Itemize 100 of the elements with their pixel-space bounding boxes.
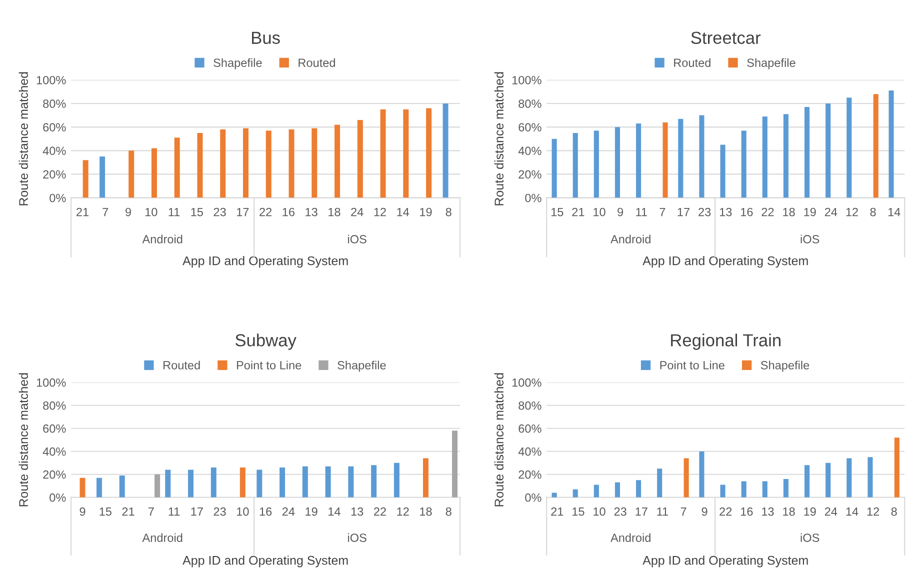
- chart-title: Regional Train: [671, 334, 780, 350]
- bar: [868, 457, 873, 498]
- x-tick-label: 17: [678, 208, 690, 216]
- bar: [325, 466, 331, 498]
- x-tick-label: 22: [762, 208, 774, 216]
- x-tick-label: 10: [237, 507, 249, 516]
- bar: [197, 132, 203, 198]
- x-tick-label: 7: [660, 208, 666, 216]
- bar: [762, 481, 768, 498]
- bar: [220, 129, 226, 198]
- x-axis-title: App ID and Operating System: [642, 256, 808, 268]
- x-tick-label: 14: [846, 508, 858, 516]
- legend-label: Point to Line: [236, 360, 302, 370]
- text: iOS: [348, 533, 366, 542]
- bar: [100, 156, 106, 198]
- x-tick-label: 14: [888, 208, 900, 216]
- x-tick-label: 15: [100, 508, 112, 516]
- bar: [422, 458, 428, 498]
- bar: [636, 480, 642, 498]
- y-tick-label: 40%: [42, 447, 66, 456]
- chart-title: Subway: [235, 334, 296, 350]
- text: Android: [142, 234, 182, 244]
- legend-label: Shapefile: [214, 58, 262, 70]
- x-tick-label: 9: [618, 208, 624, 216]
- x-tick-label: 21: [76, 208, 88, 216]
- x-tick-label: 7: [680, 508, 686, 516]
- bar: [174, 138, 180, 198]
- x-tick-label: 22: [260, 208, 272, 216]
- x-tick-label: 11: [636, 208, 647, 216]
- x-tick-label: 10: [594, 208, 606, 216]
- y-tick-label: 0%: [525, 194, 542, 202]
- bar: [873, 94, 878, 198]
- x-tick-label: 15: [551, 208, 564, 216]
- x-tick-label: 12: [867, 507, 880, 516]
- x-tick-label: 15: [191, 208, 203, 216]
- bar: [210, 467, 216, 498]
- bar: [82, 160, 88, 198]
- bar: [826, 462, 831, 498]
- x-tick-label: 23: [214, 507, 226, 516]
- x-tick-label: 12: [397, 507, 409, 516]
- x-tick-label: 21: [551, 507, 564, 516]
- bar: [636, 124, 642, 198]
- x-tick-label: 24: [351, 208, 364, 216]
- legend-label: Routed: [298, 58, 336, 67]
- y-tick-label: 0%: [525, 493, 542, 502]
- y-tick-label: 60%: [518, 123, 542, 132]
- bar: [572, 489, 578, 498]
- y-tick-label: 20%: [43, 170, 66, 179]
- x-tick-label: 16: [741, 208, 753, 216]
- x-tick-label: 8: [446, 507, 452, 516]
- x-tick-label: 19: [420, 208, 432, 216]
- legend-label: Shapefile: [338, 360, 386, 372]
- bar: [119, 476, 125, 498]
- y-tick-label: 0%: [50, 493, 66, 502]
- bar: [128, 150, 134, 198]
- x-tick-label: 17: [237, 208, 249, 216]
- bar: [572, 132, 578, 198]
- bar: [288, 129, 294, 198]
- x-tick-label: 15: [572, 508, 584, 516]
- bar: [442, 104, 448, 198]
- bar: [552, 138, 557, 198]
- x-tick-label: 23: [698, 208, 711, 216]
- legend-label: Shapefile: [760, 360, 810, 372]
- x-tick-label: 10: [145, 208, 158, 216]
- x-axis-title: App ID and Operating System: [182, 256, 348, 268]
- x-tick-label: 11: [168, 508, 180, 516]
- y-tick-label: 100%: [512, 378, 542, 387]
- y-tick-label: 80%: [518, 100, 542, 108]
- x-tick-label: 8: [446, 208, 452, 216]
- text: iOS: [348, 234, 366, 244]
- bar: [403, 109, 409, 198]
- y-tick-label: 80%: [43, 401, 66, 410]
- text: iOS: [800, 234, 820, 244]
- x-tick-label: 17: [191, 508, 203, 516]
- x-tick-label: 18: [328, 208, 340, 216]
- x-tick-label: 24: [824, 208, 838, 216]
- bar: [699, 115, 704, 198]
- y-tick-label: 100%: [512, 76, 542, 84]
- y-axis-title: Route distance matched: [494, 72, 504, 206]
- x-tick-label: 9: [126, 208, 131, 216]
- y-tick-label: 100%: [36, 378, 66, 387]
- bar: [804, 107, 810, 198]
- bar: [846, 98, 852, 198]
- bar: [684, 458, 689, 498]
- x-tick-label: 23: [214, 208, 226, 216]
- y-tick-label: 80%: [43, 100, 66, 108]
- x-tick-label: 10: [594, 507, 606, 516]
- bar: [826, 104, 831, 198]
- x-tick-label: 19: [804, 208, 816, 216]
- x-tick-label: 19: [804, 507, 816, 516]
- bar: [334, 124, 340, 198]
- x-tick-label: 16: [260, 507, 272, 516]
- bar: [371, 465, 377, 498]
- bar: [888, 90, 894, 198]
- bar: [243, 128, 248, 198]
- bar: [720, 144, 726, 198]
- bar: [188, 470, 194, 498]
- chart-title: Streetcar: [691, 32, 761, 44]
- x-tick-label: 18: [783, 507, 795, 516]
- bar: [302, 466, 308, 498]
